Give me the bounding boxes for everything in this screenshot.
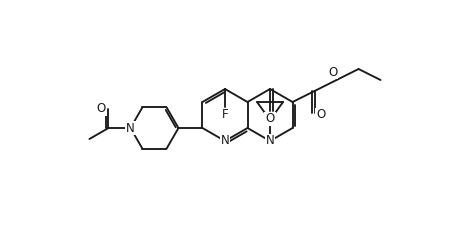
Text: O: O: [328, 65, 337, 79]
Text: O: O: [97, 102, 106, 115]
Text: N: N: [221, 135, 230, 148]
Text: N: N: [266, 135, 274, 148]
Text: F: F: [222, 108, 228, 122]
Text: N: N: [126, 122, 135, 135]
Text: O: O: [265, 112, 275, 126]
Text: O: O: [316, 108, 325, 122]
